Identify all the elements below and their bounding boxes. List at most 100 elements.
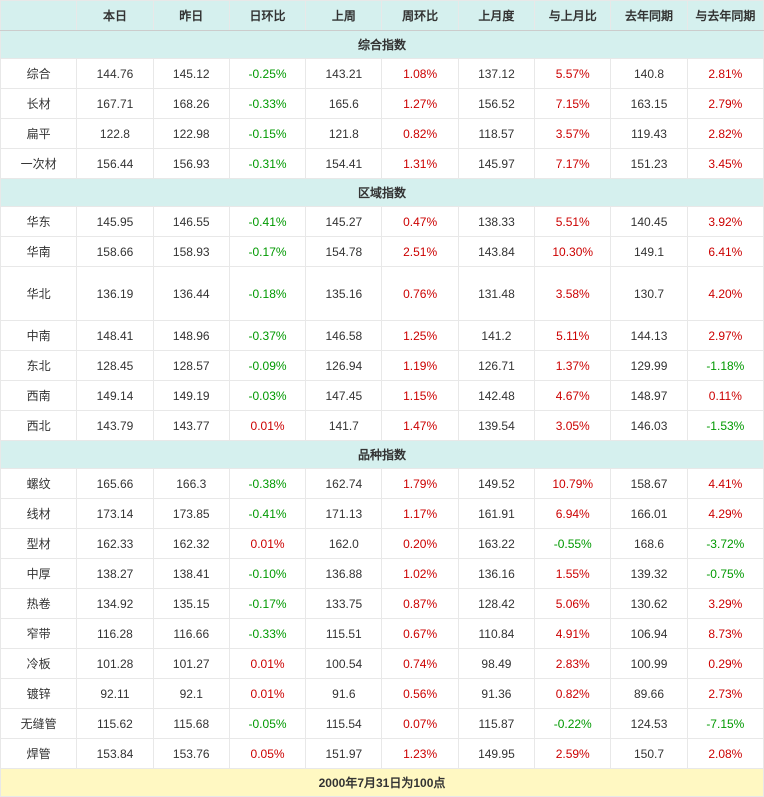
cell: 1.55% [535, 559, 611, 589]
index-table: 本日昨日日环比上周周环比上月度与上月比去年同期与去年同期 综合指数综合144.7… [0, 0, 764, 797]
cell: 145.97 [458, 149, 534, 179]
cell: 长材 [1, 89, 77, 119]
cell: 0.11% [687, 381, 763, 411]
cell: 126.94 [306, 351, 382, 381]
cell: -3.72% [687, 529, 763, 559]
cell: 149.19 [153, 381, 229, 411]
cell: 101.27 [153, 649, 229, 679]
data-row: 窄带116.28116.66-0.33%115.510.67%110.844.9… [1, 619, 764, 649]
cell: 162.32 [153, 529, 229, 559]
cell: 3.45% [687, 149, 763, 179]
cell: 146.03 [611, 411, 687, 441]
cell: 148.41 [77, 321, 153, 351]
cell: 7.15% [535, 89, 611, 119]
cell: 138.33 [458, 207, 534, 237]
table-header: 本日昨日日环比上周周环比上月度与上月比去年同期与去年同期 [1, 1, 764, 31]
cell: 无缝管 [1, 709, 77, 739]
data-row: 螺纹165.66166.3-0.38%162.741.79%149.5210.7… [1, 469, 764, 499]
data-row: 西北143.79143.770.01%141.71.47%139.543.05%… [1, 411, 764, 441]
cell: 153.76 [153, 739, 229, 769]
cell: 115.68 [153, 709, 229, 739]
cell: 135.16 [306, 267, 382, 321]
cell: 115.54 [306, 709, 382, 739]
cell: 1.08% [382, 59, 458, 89]
cell: 166.3 [153, 469, 229, 499]
cell: 1.19% [382, 351, 458, 381]
cell: 122.98 [153, 119, 229, 149]
cell: 149.14 [77, 381, 153, 411]
cell: 171.13 [306, 499, 382, 529]
cell: 1.31% [382, 149, 458, 179]
cell: 139.32 [611, 559, 687, 589]
cell: 128.57 [153, 351, 229, 381]
col-header-8: 去年同期 [611, 1, 687, 31]
cell: 1.25% [382, 321, 458, 351]
cell: 137.12 [458, 59, 534, 89]
cell: 147.45 [306, 381, 382, 411]
cell: 100.54 [306, 649, 382, 679]
cell: 0.87% [382, 589, 458, 619]
data-row: 冷板101.28101.270.01%100.540.74%98.492.83%… [1, 649, 764, 679]
cell: -0.33% [229, 89, 305, 119]
cell: 1.15% [382, 381, 458, 411]
cell: 华北 [1, 267, 77, 321]
cell: 3.92% [687, 207, 763, 237]
cell: 158.67 [611, 469, 687, 499]
cell: 116.28 [77, 619, 153, 649]
cell: 0.29% [687, 649, 763, 679]
footer-row: 2000年7月31日为100点 [1, 769, 764, 797]
cell: -0.22% [535, 709, 611, 739]
cell: 153.84 [77, 739, 153, 769]
cell: 144.76 [77, 59, 153, 89]
section-header-row: 区域指数 [1, 179, 764, 207]
cell: 0.67% [382, 619, 458, 649]
cell: -0.17% [229, 589, 305, 619]
cell: 一次材 [1, 149, 77, 179]
cell: 线材 [1, 499, 77, 529]
cell: 148.97 [611, 381, 687, 411]
cell: 4.67% [535, 381, 611, 411]
cell: -0.05% [229, 709, 305, 739]
cell: 142.48 [458, 381, 534, 411]
cell: 8.73% [687, 619, 763, 649]
col-header-5: 周环比 [382, 1, 458, 31]
cell: 0.07% [382, 709, 458, 739]
cell: 135.15 [153, 589, 229, 619]
cell: 149.95 [458, 739, 534, 769]
col-header-1: 本日 [77, 1, 153, 31]
cell: 140.45 [611, 207, 687, 237]
cell: 5.11% [535, 321, 611, 351]
cell: 101.28 [77, 649, 153, 679]
data-row: 东北128.45128.57-0.09%126.941.19%126.711.3… [1, 351, 764, 381]
cell: 167.71 [77, 89, 153, 119]
cell: -0.37% [229, 321, 305, 351]
data-row: 长材167.71168.26-0.33%165.61.27%156.527.15… [1, 89, 764, 119]
cell: 0.05% [229, 739, 305, 769]
cell: -0.15% [229, 119, 305, 149]
data-row: 型材162.33162.320.01%162.00.20%163.22-0.55… [1, 529, 764, 559]
cell: 154.41 [306, 149, 382, 179]
cell: 140.8 [611, 59, 687, 89]
data-row: 西南149.14149.19-0.03%147.451.15%142.484.6… [1, 381, 764, 411]
cell: 3.57% [535, 119, 611, 149]
data-row: 中南148.41148.96-0.37%146.581.25%141.25.11… [1, 321, 764, 351]
col-header-2: 昨日 [153, 1, 229, 31]
cell: 118.57 [458, 119, 534, 149]
section-title: 综合指数 [1, 31, 764, 59]
cell: 92.1 [153, 679, 229, 709]
data-row: 热卷134.92135.15-0.17%133.750.87%128.425.0… [1, 589, 764, 619]
cell: 162.0 [306, 529, 382, 559]
cell: 5.06% [535, 589, 611, 619]
cell: -0.09% [229, 351, 305, 381]
cell: 3.58% [535, 267, 611, 321]
cell: 1.27% [382, 89, 458, 119]
cell: 145.12 [153, 59, 229, 89]
cell: 143.79 [77, 411, 153, 441]
cell: 1.02% [382, 559, 458, 589]
cell: 119.43 [611, 119, 687, 149]
cell: 136.88 [306, 559, 382, 589]
cell: 110.84 [458, 619, 534, 649]
cell: 145.27 [306, 207, 382, 237]
data-row: 综合144.76145.12-0.25%143.211.08%137.125.5… [1, 59, 764, 89]
cell: 124.53 [611, 709, 687, 739]
